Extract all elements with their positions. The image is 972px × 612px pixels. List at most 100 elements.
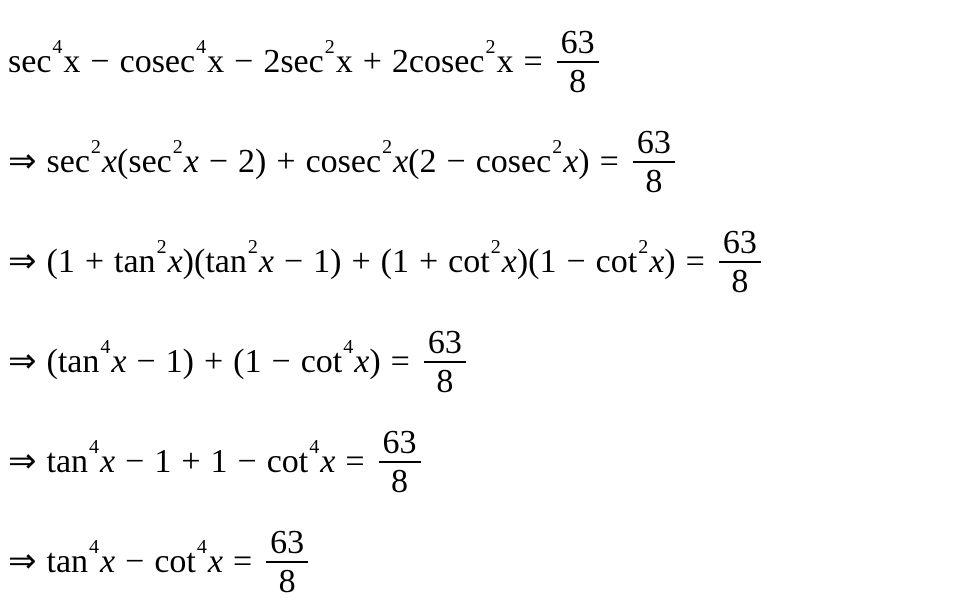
- exponent: 2: [91, 137, 101, 157]
- fn-name: sec: [47, 145, 90, 179]
- argument: x: [111, 345, 126, 379]
- operator: −: [125, 445, 144, 479]
- operator: −: [209, 145, 228, 179]
- cot-term: cot4x): [301, 345, 381, 379]
- exponent: 4: [309, 437, 319, 457]
- fraction: 638: [379, 424, 421, 501]
- exponent: 4: [196, 37, 206, 57]
- fn-name: tan: [47, 545, 89, 579]
- cosec-term: cosec2x: [409, 45, 514, 79]
- fn-name: cosec: [306, 145, 382, 179]
- numerator: 63: [719, 224, 761, 261]
- tan-term: tan2x: [205, 245, 274, 279]
- implies-arrow: ⇒: [8, 545, 37, 579]
- text: 1): [166, 345, 194, 379]
- argument: x: [102, 145, 117, 179]
- fn-name: cosec: [409, 45, 485, 79]
- equation-line-6: ⇒tan4x−cot4x=638: [8, 512, 964, 612]
- fraction: 638: [719, 224, 761, 301]
- denominator: 8: [641, 163, 666, 200]
- sec-term: sec4x: [8, 45, 80, 79]
- fraction: 638: [633, 124, 675, 201]
- fn-name: sec: [280, 45, 323, 79]
- operator: +: [204, 345, 223, 379]
- text: (2: [408, 145, 436, 179]
- denominator: 8: [432, 363, 457, 400]
- argument: x: [63, 45, 80, 79]
- tan-term: tan4x: [47, 445, 116, 479]
- text: 2): [238, 145, 266, 179]
- fn-name: cosec: [120, 45, 196, 79]
- argument: x: [496, 45, 513, 79]
- fn-name: cot: [267, 445, 309, 479]
- operator: −: [284, 245, 303, 279]
- cot-term: cot2x)(1: [448, 245, 556, 279]
- exponent: 4: [52, 37, 62, 57]
- cot-term: cot4x: [154, 545, 223, 579]
- numerator: 63: [266, 524, 308, 561]
- operator: =: [523, 45, 542, 79]
- sec-term: sec2x: [128, 145, 199, 179]
- argument: x): [354, 345, 380, 379]
- fraction: 638: [557, 24, 599, 101]
- operator: +: [363, 45, 382, 79]
- operator: =: [391, 345, 410, 379]
- operator: −: [234, 45, 253, 79]
- argument: x)(: [168, 245, 206, 279]
- fn-name: cot: [596, 245, 638, 279]
- denominator: 8: [275, 563, 300, 600]
- exponent: 4: [197, 537, 207, 557]
- operator: +: [85, 245, 104, 279]
- exponent: 2: [638, 237, 648, 257]
- equation-line-2: ⇒sec2x(sec2x−2)+cosec2x(2−cosec2x)=638: [8, 112, 964, 212]
- denominator: 8: [727, 263, 752, 300]
- exponent: 2: [157, 237, 167, 257]
- fn-name: cot: [301, 345, 343, 379]
- cosec-term: cosec2x: [306, 145, 409, 179]
- argument: x: [320, 445, 335, 479]
- coefficient: 2: [392, 45, 409, 79]
- fn-name: cot: [448, 245, 490, 279]
- denominator: 8: [387, 463, 412, 500]
- exponent: 2: [382, 137, 392, 157]
- cosec-term: cosec2x): [476, 145, 590, 179]
- fn-name: tan: [205, 245, 247, 279]
- tan-term: tan2x)(: [114, 245, 205, 279]
- exponent: 4: [100, 337, 110, 357]
- text: (1: [47, 245, 75, 279]
- operator: −: [447, 145, 466, 179]
- text: (1: [381, 245, 409, 279]
- argument: x: [100, 545, 115, 579]
- text: (: [117, 145, 128, 179]
- cot-term: cot4x: [267, 445, 336, 479]
- text: 1): [313, 245, 341, 279]
- text: (: [47, 345, 58, 379]
- tan-term: tan4x: [47, 545, 116, 579]
- fn-name: tan: [58, 345, 100, 379]
- cosec-term: cosec4x: [120, 45, 225, 79]
- math-derivation: sec4x−cosec4x−2sec2x+2cosec2x=638⇒sec2x(…: [0, 0, 972, 612]
- operator: =: [233, 545, 252, 579]
- argument: x: [207, 45, 224, 79]
- equation-line-1: sec4x−cosec4x−2sec2x+2cosec2x=638: [8, 12, 964, 112]
- exponent: 2: [552, 137, 562, 157]
- argument: x: [336, 45, 353, 79]
- operator: +: [351, 245, 370, 279]
- operator: +: [181, 445, 200, 479]
- argument: x: [208, 545, 223, 579]
- operator: +: [419, 245, 438, 279]
- exponent: 2: [491, 237, 501, 257]
- exponent: 4: [89, 437, 99, 457]
- operator: −: [238, 445, 257, 479]
- fn-name: sec: [128, 145, 171, 179]
- coefficient: 2: [263, 45, 280, 79]
- equation-line-4: ⇒(tan4x−1)+(1−cot4x)=638: [8, 312, 964, 412]
- exponent: 2: [325, 37, 335, 57]
- operator: =: [686, 245, 705, 279]
- fn-name: tan: [47, 445, 89, 479]
- exponent: 2: [248, 237, 258, 257]
- operator: −: [136, 345, 155, 379]
- implies-arrow: ⇒: [8, 145, 37, 179]
- fn-name: cosec: [476, 145, 552, 179]
- text: 1: [211, 445, 228, 479]
